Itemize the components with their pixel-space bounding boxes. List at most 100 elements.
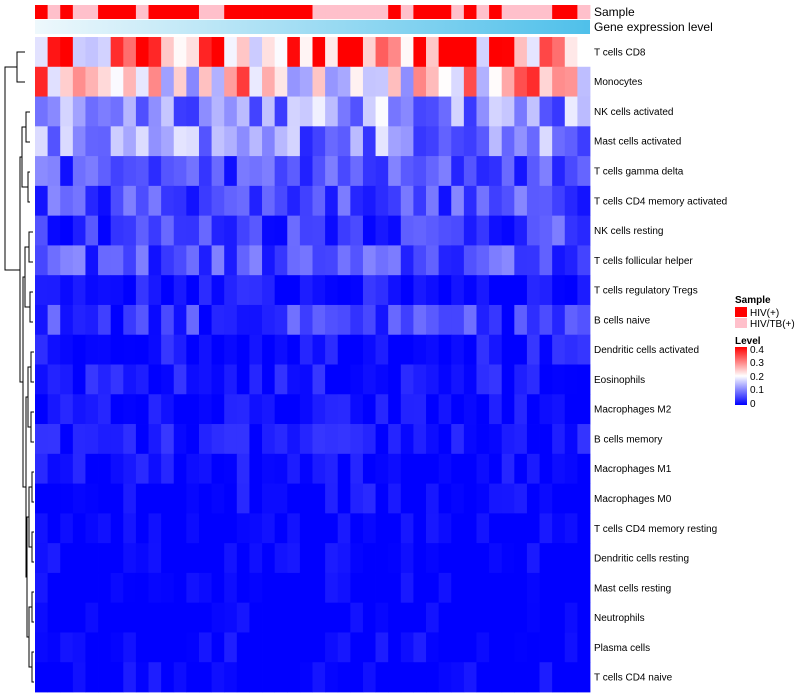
heatmap-cell [110, 424, 124, 455]
heatmap-cell [350, 66, 364, 97]
heatmap-cell [60, 453, 74, 484]
heatmap-cell [123, 66, 137, 97]
level-tick-2: 0.2 [750, 372, 764, 383]
heatmap-cell [85, 156, 99, 187]
heatmap-cell [274, 156, 288, 187]
heatmap-cell [224, 364, 238, 395]
heatmap-cell [514, 37, 528, 68]
heatmap-cell [514, 126, 528, 157]
heatmap-cell [539, 304, 553, 336]
heatmap-cell [274, 662, 288, 693]
heatmap-cell [337, 453, 351, 484]
heatmap-cell [400, 572, 414, 604]
heatmap-cell [325, 185, 339, 217]
heatmap-cell [135, 453, 149, 484]
heatmap-cell [72, 275, 86, 306]
heatmap-cell [148, 394, 162, 425]
heatmap-cell [224, 453, 238, 484]
sample-annotation-label: Sample [594, 5, 635, 19]
heatmap-cell [552, 334, 566, 365]
heatmap-cell [173, 126, 187, 157]
heatmap-cell [299, 394, 313, 425]
heatmap-cell [35, 185, 49, 217]
heatmap-cell [388, 245, 402, 276]
sample-anno-cell [299, 5, 313, 19]
heatmap-cell [110, 364, 124, 395]
sample-anno-cell [388, 5, 402, 19]
heatmap-cell [287, 304, 301, 336]
heatmap-cell [60, 215, 74, 246]
heatmap-cell [577, 662, 591, 693]
heatmap-cell [198, 126, 212, 157]
heatmap-cell [312, 334, 326, 365]
heatmap-cell [337, 126, 351, 157]
heatmap-cell [198, 602, 212, 633]
heatmap-cell [85, 394, 99, 425]
sample-anno-cell [375, 5, 389, 19]
heatmap-cell [198, 394, 212, 425]
heatmap-cell [514, 334, 528, 365]
heatmap-cell [426, 424, 440, 455]
sample-anno-cell [211, 5, 225, 19]
heatmap-cell [236, 394, 250, 425]
heatmap-cell [564, 572, 578, 604]
heatmap-cell [72, 662, 86, 693]
heatmap-cell [224, 304, 238, 336]
heatmap-cell [60, 364, 74, 395]
sample-legend-title: Sample [735, 295, 771, 306]
row-label: T cells gamma delta [594, 166, 684, 177]
heatmap-cell [501, 632, 515, 663]
row-label: T cells CD4 memory activated [594, 196, 727, 207]
heatmap-cell [350, 453, 364, 484]
heatmap-cell [135, 334, 149, 365]
heatmap-cell [35, 215, 49, 246]
heatmap-cell [198, 275, 212, 306]
heatmap-cell [85, 96, 99, 127]
heatmap-cell [526, 185, 540, 217]
heatmap-cell [224, 632, 238, 663]
heatmap-cell [489, 662, 503, 693]
heatmap-cell [287, 543, 301, 574]
heatmap-cell [173, 394, 187, 425]
heatmap-cell [400, 483, 414, 514]
heatmap-cell [211, 96, 225, 127]
heatmap-cell [337, 662, 351, 693]
row-label: T cells CD4 memory resting [594, 524, 717, 535]
heatmap-cell [514, 483, 528, 514]
heatmap-cell [148, 156, 162, 187]
heatmap-cell [211, 156, 225, 187]
heatmap-cell [400, 245, 414, 276]
heatmap-cell [438, 424, 452, 455]
heatmap-cell [135, 215, 149, 246]
heatmap-cell [526, 453, 540, 484]
heatmap-cell [489, 185, 503, 217]
heatmap-cell [98, 37, 112, 68]
heatmap-cell [388, 334, 402, 365]
heatmap-cell [274, 334, 288, 365]
heatmap-cell [299, 66, 313, 97]
heatmap-cell [375, 543, 389, 574]
heatmap-cell [362, 66, 376, 97]
heatmap-cell [400, 453, 414, 484]
heatmap-cell [451, 513, 465, 544]
heatmap-cell [564, 185, 578, 217]
heatmap-cell [98, 543, 112, 574]
heatmap-cell [161, 126, 175, 157]
row-label: T cells CD8 [594, 47, 646, 58]
heatmap-cell [211, 215, 225, 246]
heatmap-cell [463, 483, 477, 514]
heatmap-cell [287, 513, 301, 544]
heatmap-cell [413, 572, 427, 604]
heatmap-cell [552, 572, 566, 604]
sample-anno-cell [526, 5, 540, 19]
heatmap-cell [211, 424, 225, 455]
heatmap-cell [110, 662, 124, 693]
heatmap-cell [135, 662, 149, 693]
heatmap-cell [60, 185, 74, 217]
heatmap-cell [426, 364, 440, 395]
heatmap-cell [211, 275, 225, 306]
heatmap-cell [451, 662, 465, 693]
heatmap-cell [577, 96, 591, 127]
heatmap-cell [489, 543, 503, 574]
heatmap-cell [47, 275, 61, 306]
